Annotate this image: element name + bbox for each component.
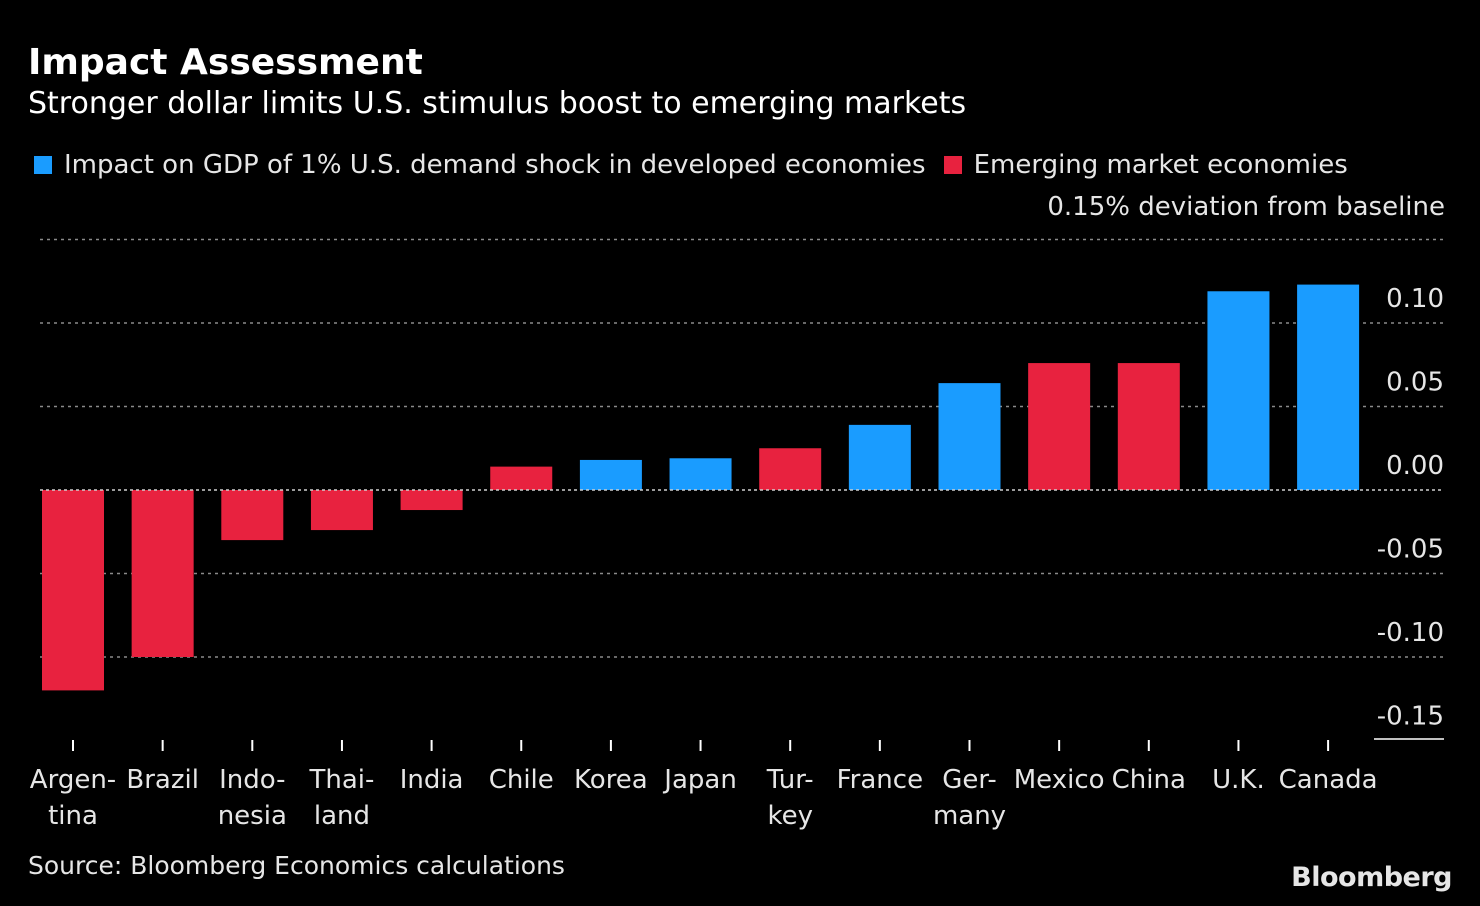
bar-8 [759,448,822,490]
bar-0 [42,490,104,691]
y-tick-label-2: 0.00 [1386,451,1444,481]
y-tick-label-5: -0.15 [1377,702,1444,732]
x-tick-label-2-1: nesia [218,801,287,831]
y-tick-label-3: -0.05 [1377,535,1444,565]
bar-12 [1117,363,1180,490]
x-tick-label-13: U.K. [1212,765,1265,795]
bar-3 [310,490,373,531]
x-tick-label-12: China [1112,765,1186,795]
source-note: Source: Bloomberg Economics calculations [28,851,565,880]
legend-swatch-developed [34,156,52,174]
x-tick-label-6: Korea [574,765,648,795]
bar-2 [221,490,284,541]
x-tick-label-8-1: key [767,801,813,831]
bar-6 [579,459,642,490]
x-tick-label-8-0: Tur- [766,765,814,795]
y-tick-label-1: 0.05 [1386,368,1444,398]
x-tick-label-0-0: Argen- [30,765,116,795]
x-tick-label-0-1: tina [48,801,98,831]
chart-title: Impact Assessment [28,42,423,83]
bar-14 [1297,284,1360,490]
x-tick-label-4: India [400,765,464,795]
y-tick-label-0: 0.10 [1386,284,1444,314]
legend-item-developed: Impact on GDP of 1% U.S. demand shock in… [34,150,926,180]
bar-13 [1207,291,1270,490]
bar-4 [400,490,463,511]
bar-1 [131,490,194,657]
x-tick-label-3-1: land [314,801,370,831]
x-tick-label-7: Japan [662,765,737,795]
legend-swatch-emerging [943,156,962,174]
x-tick-label-9: France [837,765,923,795]
bar-10 [938,383,1001,490]
x-tick-label-14: Canada [1279,765,1378,795]
legend: Impact on GDP of 1% U.S. demand shock in… [34,150,1366,180]
x-tick-label-3-0: Thai- [308,765,374,795]
unit-label: 0.15% deviation from baseline [1047,192,1445,222]
y-tick-label-4: -0.10 [1377,618,1444,648]
bar-7 [669,458,732,490]
x-tick-label-11: Mexico [1014,765,1105,795]
legend-label-developed: Impact on GDP of 1% U.S. demand shock in… [64,150,926,180]
legend-item-emerging: Emerging market economies [943,150,1348,180]
bar-11 [1028,363,1091,490]
x-tick-label-10-0: Ger- [942,765,997,795]
x-tick-label-10-1: many [933,801,1006,831]
chart-subtitle: Stronger dollar limits U.S. stimulus boo… [28,86,967,121]
x-tick-label-5: Chile [489,765,554,795]
legend-label-emerging: Emerging market economies [973,150,1348,180]
bar-5 [490,466,553,490]
bar-9 [848,424,911,490]
x-tick-label-1: Brazil [126,765,199,795]
x-tick-label-2-0: Indo- [219,765,285,795]
bloomberg-logo: Bloomberg [1291,862,1452,893]
